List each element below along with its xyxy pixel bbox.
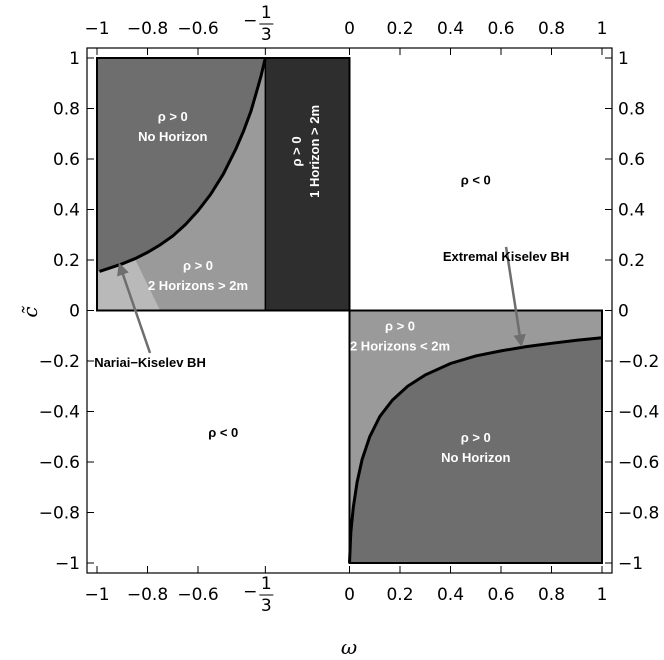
- region-label-group: ρ > 0 2 Horizons > 2m: [148, 258, 248, 293]
- region-label: No Horizon: [441, 450, 510, 465]
- y-tick-label-left: 0.6: [53, 150, 80, 170]
- y-tick-label-right: −1: [618, 554, 643, 574]
- region-label: ρ > 0: [183, 258, 213, 273]
- x-tick-label-top: 1: [597, 19, 608, 39]
- region-label-group: ρ > 0 No Horizon: [441, 430, 510, 465]
- x-tick-label-top: −1: [84, 19, 109, 39]
- region-label: ρ > 0: [158, 109, 188, 124]
- x-tick-label-top: −0.6: [177, 19, 218, 39]
- annotation-label: Nariai−Kiselev BH: [94, 355, 206, 370]
- region-label: ρ > 0: [385, 319, 415, 334]
- x-tick-label-bottom: 0.4: [437, 585, 464, 605]
- y-tick-label-right: 0.6: [618, 150, 645, 170]
- region-upper-left-two-horizons: [97, 58, 266, 311]
- y-tick-label-left: −0.2: [39, 352, 80, 372]
- curve-lower-right: [348, 336, 603, 564]
- y-tick-label-right: 0.4: [618, 201, 645, 221]
- y-tick-label-left: −0.8: [39, 504, 80, 524]
- region-label: No Horizon: [138, 129, 207, 144]
- region-label: 2 Horizons < 2m: [350, 339, 450, 354]
- region-label-group: ρ > 0 No Horizon: [138, 109, 207, 144]
- x-tick-label-bottom: 1: [597, 585, 608, 605]
- y-tick-label-left: 0: [69, 302, 80, 322]
- y-tick-label-right: −0.2: [618, 352, 659, 372]
- y-tick-label-right: −0.8: [618, 504, 659, 524]
- x-tick-label-bottom: −0.8: [127, 585, 168, 605]
- x-tick-label-bottom: −: [243, 582, 257, 602]
- annotation-arrow: [117, 262, 152, 354]
- x-tick-label-bottom: 0.6: [487, 585, 514, 605]
- negative-region-label: ρ < 0: [208, 425, 238, 440]
- region-label: ρ > 0: [461, 430, 491, 445]
- region-label: 1 Horizon > 2m: [307, 105, 322, 198]
- x-tick-label-top: 0.6: [487, 19, 514, 39]
- region-lower-right-no-horizon: [349, 337, 602, 563]
- negative-region-label: ρ < 0: [461, 172, 491, 187]
- y-tick-label-left: −0.4: [39, 403, 80, 423]
- x-axis-title: ω: [341, 635, 357, 659]
- x-tick-label-bottom: 0.2: [386, 585, 413, 605]
- x-tick-label-top: −0.8: [127, 19, 168, 39]
- y-tick-label-left: 0.4: [53, 201, 80, 221]
- tick-labels: −1−1−0.8−0.8−0.6−0.6− 13− 13000.20.20.40.4…: [39, 3, 660, 616]
- region-label: ρ > 0: [289, 136, 304, 166]
- y-tick-label-right: 0: [618, 302, 629, 322]
- x-tick-label-bottom: −1: [84, 585, 109, 605]
- x-tick-label-top: 0.2: [386, 19, 413, 39]
- y-tick-label-left: 0.2: [53, 251, 80, 271]
- x-tick-label-top: −: [243, 11, 257, 31]
- x-tick-label-top: 0: [344, 19, 355, 39]
- tick-marks: [87, 48, 612, 573]
- x-tick-label-num-top: 1: [261, 3, 272, 23]
- regions-layer: [96, 57, 603, 564]
- annotations: Nariai−Kiselev BH Extremal Kiselev BH: [94, 246, 569, 370]
- x-tick-label-bottom: 0.8: [538, 585, 565, 605]
- x-tick-label-bottom: 0: [344, 585, 355, 605]
- annotation-label: Extremal Kiselev BH: [443, 249, 569, 264]
- x-tick-label-num-bottom: 1: [261, 574, 272, 594]
- y-tick-label-left: −1: [55, 554, 80, 574]
- y-axis-title: c̃: [18, 305, 42, 317]
- y-tick-label-left: −0.6: [39, 453, 80, 473]
- x-tick-label-top: 0.8: [538, 19, 565, 39]
- y-tick-label-right: 0.8: [618, 100, 645, 120]
- x-tick-label-top: 0.4: [437, 19, 464, 39]
- annotation-arrow: [504, 246, 526, 348]
- curves-layer: [99, 57, 603, 564]
- region-label-group: ρ > 0 2 Horizons < 2m: [350, 319, 450, 354]
- y-tick-label-left: 0.8: [53, 100, 80, 120]
- y-tick-label-right: −0.4: [618, 403, 659, 423]
- region-upper-left-no-horizon: [97, 58, 266, 272]
- y-tick-label-left: 1: [69, 49, 80, 69]
- x-tick-label-bottom: −0.6: [177, 585, 218, 605]
- region-upper-left-strip-wedge: [97, 258, 161, 311]
- x-tick-label-den-top: 3: [261, 25, 272, 45]
- region-upper-middle-one-horizon: [265, 58, 350, 311]
- region-label: 2 Horizons > 2m: [148, 278, 248, 293]
- y-tick-label-right: −0.6: [618, 453, 659, 473]
- curve-upper-left: [99, 57, 267, 273]
- y-tick-label-right: 1: [618, 49, 629, 69]
- y-tick-label-right: 0.2: [618, 251, 645, 271]
- x-tick-label-den-bottom: 3: [261, 596, 272, 616]
